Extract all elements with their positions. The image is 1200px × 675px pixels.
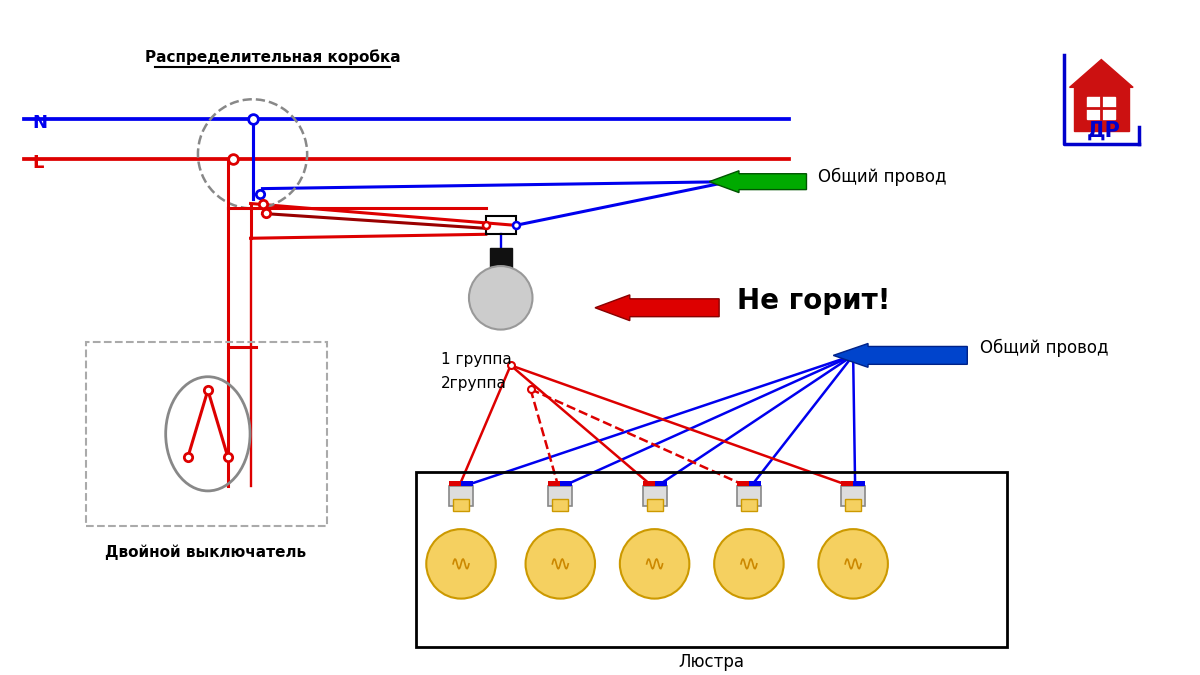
FancyArrow shape (595, 295, 719, 321)
Text: Общий провод: Общий провод (818, 167, 947, 186)
Bar (560, 481, 572, 487)
Text: Распределительная коробка: Распределительная коробка (144, 49, 401, 65)
Bar (841, 481, 853, 487)
Bar (548, 481, 560, 487)
Bar (853, 481, 865, 487)
Circle shape (714, 529, 784, 599)
Text: Общий провод: Общий провод (980, 338, 1109, 356)
Text: Двойной выключатель: Двойной выключатель (106, 544, 306, 560)
Text: N: N (32, 114, 47, 132)
Bar (1087, 97, 1115, 119)
Text: Не горит!: Не горит! (737, 287, 890, 315)
Circle shape (620, 529, 689, 599)
Bar (647, 500, 662, 511)
Bar (552, 500, 569, 511)
Text: Люстра: Люстра (678, 653, 744, 671)
Bar (490, 248, 511, 276)
FancyArrow shape (833, 344, 967, 367)
Text: L: L (32, 154, 43, 172)
Circle shape (526, 529, 595, 599)
Bar (643, 487, 666, 506)
Bar (85, 342, 328, 526)
Bar (548, 487, 572, 506)
Bar (737, 487, 761, 506)
Bar (449, 487, 473, 506)
Bar (654, 481, 666, 487)
Bar (740, 500, 757, 511)
Circle shape (426, 529, 496, 599)
Bar (461, 481, 473, 487)
Polygon shape (1069, 59, 1133, 87)
Bar (1074, 87, 1129, 131)
Text: 2группа: 2группа (442, 376, 508, 391)
Bar (841, 487, 865, 506)
Bar (416, 472, 1007, 647)
Bar (449, 481, 461, 487)
Bar (845, 500, 862, 511)
Bar (486, 217, 516, 234)
Bar (454, 500, 469, 511)
Bar (643, 481, 654, 487)
FancyArrow shape (709, 171, 806, 192)
Text: ДР: ДР (1086, 121, 1121, 141)
Circle shape (818, 529, 888, 599)
Text: 1 группа: 1 группа (442, 352, 512, 367)
Circle shape (469, 266, 533, 329)
Bar (737, 481, 749, 487)
Bar (749, 481, 761, 487)
